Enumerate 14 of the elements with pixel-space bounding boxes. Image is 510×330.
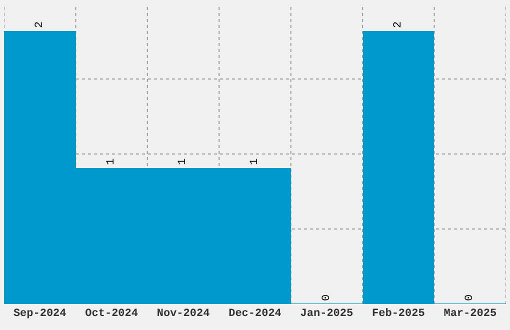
x-tick-label: Nov-2024 [156,308,210,320]
x-tick-label: Dec-2024 [228,308,282,320]
x-tick-label: Oct-2024 [85,308,138,320]
data-label: 1 [177,158,189,165]
data-label: 2 [392,21,404,28]
data-label: 0 [321,294,333,301]
data-label: 1 [249,158,261,165]
x-tick-label: Jan-2025 [300,308,354,320]
x-tick-label: Feb-2025 [372,308,426,320]
data-label: 2 [34,21,46,28]
data-label: 1 [106,158,118,165]
x-tick-label: Sep-2024 [13,308,67,320]
data-label: 0 [464,294,476,301]
x-tick-label: Mar-2025 [444,308,497,320]
